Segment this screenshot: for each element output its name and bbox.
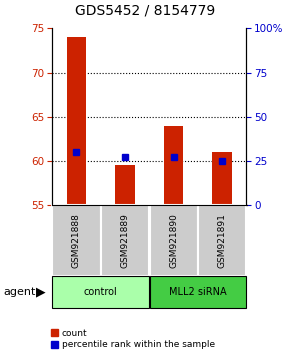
- Text: GSM921890: GSM921890: [169, 213, 178, 268]
- Bar: [67, 37, 86, 205]
- Bar: [150, 276, 246, 308]
- Text: GSM921888: GSM921888: [72, 213, 81, 268]
- Text: control: control: [84, 287, 118, 297]
- Bar: [52, 205, 101, 276]
- Text: ▶: ▶: [36, 286, 46, 298]
- Text: MLL2 siRNA: MLL2 siRNA: [169, 287, 227, 297]
- Bar: [198, 205, 246, 276]
- Text: agent: agent: [3, 287, 35, 297]
- Text: GSM921889: GSM921889: [121, 213, 130, 268]
- Bar: [150, 205, 198, 276]
- Bar: [164, 126, 183, 205]
- Legend: count, percentile rank within the sample: count, percentile rank within the sample: [51, 329, 215, 349]
- Bar: [115, 165, 135, 205]
- Bar: [52, 276, 149, 308]
- Bar: [213, 152, 232, 205]
- Text: GSM921891: GSM921891: [218, 213, 227, 268]
- Text: GDS5452 / 8154779: GDS5452 / 8154779: [75, 4, 215, 18]
- Bar: [101, 205, 149, 276]
